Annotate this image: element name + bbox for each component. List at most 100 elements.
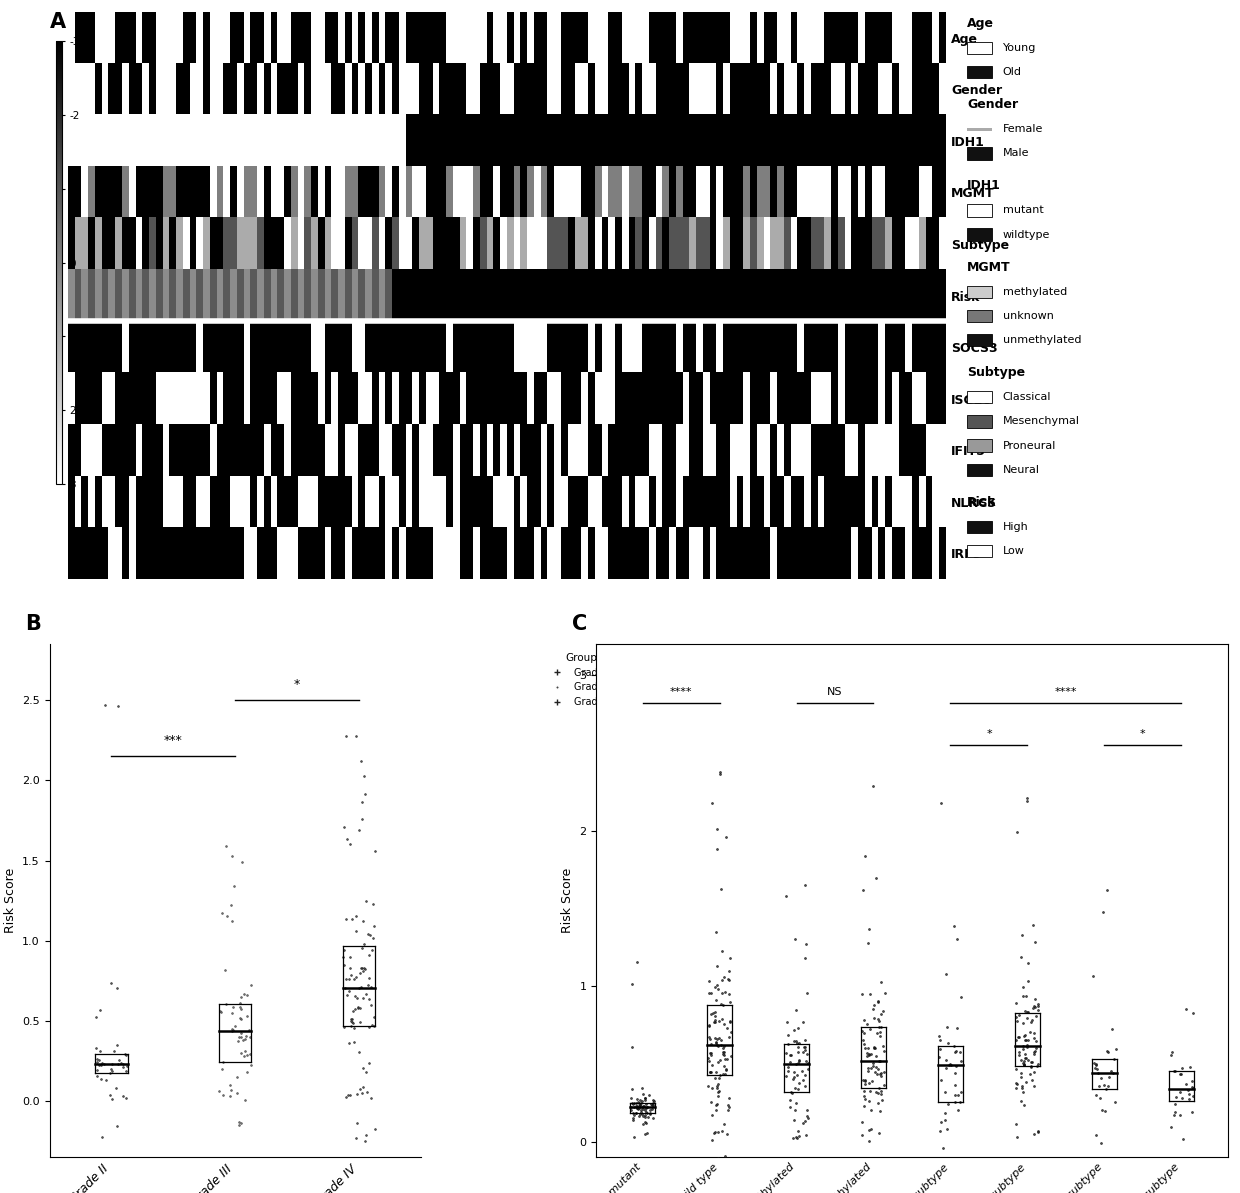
Point [937,1119,957,1138]
Point [1176,1075,1195,1094]
Point [713,1039,733,1058]
Point [622,1094,642,1113]
Point [629,1096,649,1115]
Point [868,991,888,1010]
Point [350,1013,370,1032]
Point [641,1095,661,1114]
Point [232,1009,252,1028]
Point [715,1064,735,1083]
Point [708,1123,728,1142]
Text: Classical: Classical [1003,392,1052,402]
Point [868,1083,888,1102]
Point [1179,1057,1199,1076]
Point [358,969,378,988]
Point [352,1083,372,1102]
Point [781,1045,801,1064]
Point [1016,987,1035,1006]
Point [795,1065,815,1084]
Point [708,979,728,999]
Point [118,1057,138,1076]
Point [712,1121,732,1141]
Point [786,1032,806,1051]
Point [936,964,956,983]
Point [1006,1031,1025,1050]
Point [632,1092,652,1111]
Point [711,994,730,1013]
Point [629,1099,649,1118]
Point [717,1061,737,1080]
Point [858,1058,878,1077]
Point [713,1045,733,1064]
Point [720,1012,740,1031]
Point [787,1129,807,1148]
Point [789,1018,808,1037]
Point [704,1028,724,1047]
Point [702,1055,722,1074]
Point [353,959,373,978]
Point [92,1127,112,1146]
Point [229,1112,249,1131]
Point [348,978,368,997]
Point [341,965,361,984]
Point [787,1121,807,1141]
Point [108,697,128,716]
Point [1007,1078,1027,1098]
Point [870,1084,890,1104]
Point [346,921,366,940]
Point [950,1093,970,1112]
Point [936,1058,956,1077]
Point [789,1053,808,1073]
Point [863,1039,883,1058]
Point [1164,1061,1184,1080]
Point [352,962,372,981]
Point [1007,1114,1027,1133]
Point [348,999,368,1018]
Text: *: * [294,678,300,691]
Bar [967,439,992,452]
Point [861,1019,880,1038]
Point [624,1095,644,1114]
Point [797,1045,817,1064]
Point [856,1071,875,1090]
Point [642,1095,662,1114]
Point [707,975,727,994]
Point [720,1022,740,1041]
Point [632,1098,652,1117]
Point [352,792,372,811]
Point [231,1008,250,1027]
Point [343,1013,363,1032]
Point [1173,1130,1193,1149]
Point [103,1055,123,1074]
Point [789,1051,808,1070]
Point [621,1098,641,1117]
Point [357,925,377,944]
Point [1022,1010,1042,1030]
Point [867,1065,887,1084]
Point [858,934,878,953]
Point [231,1043,250,1062]
Point [108,1055,128,1074]
Point [1016,1001,1035,1020]
Point [947,929,967,948]
Point [698,971,718,990]
Point [869,1051,889,1070]
Point [635,1112,655,1131]
Point [236,1027,255,1046]
Point [350,999,370,1018]
Point [629,1099,649,1118]
Point [353,911,373,931]
Point [626,1104,646,1123]
Point [1017,1073,1037,1092]
Point [1018,1031,1038,1050]
Point [717,1019,737,1038]
Point [627,952,647,971]
Point [358,1053,378,1073]
Point [858,1039,878,1058]
Point [1013,978,1033,997]
Point [352,939,372,958]
Point [334,818,353,837]
Point [95,1071,115,1090]
Point [869,1012,889,1031]
Point [1173,1089,1193,1108]
Point [1007,1075,1027,1094]
